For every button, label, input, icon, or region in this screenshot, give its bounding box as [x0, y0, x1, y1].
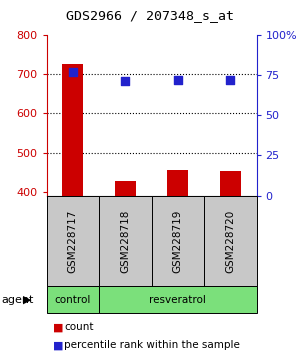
Text: GDS2966 / 207348_s_at: GDS2966 / 207348_s_at	[66, 9, 234, 22]
Text: ■: ■	[52, 322, 63, 332]
Point	[123, 79, 128, 84]
Bar	[115, 181, 136, 196]
Point	[70, 69, 75, 75]
Point	[175, 77, 180, 82]
Bar	[62, 64, 83, 196]
Text: GSM228719: GSM228719	[173, 209, 183, 273]
Text: GSM228718: GSM228718	[120, 209, 130, 273]
Bar	[99, 196, 152, 286]
Bar	[220, 171, 241, 196]
Text: GSM228717: GSM228717	[68, 209, 78, 273]
Bar	[46, 196, 99, 286]
Text: ▶: ▶	[23, 295, 32, 305]
Text: agent: agent	[2, 295, 34, 305]
Bar	[167, 170, 188, 196]
Text: percentile rank within the sample: percentile rank within the sample	[64, 340, 240, 350]
Point	[228, 77, 233, 82]
Text: control: control	[55, 295, 91, 305]
Bar	[204, 196, 256, 286]
Bar	[152, 196, 204, 286]
Text: resveratrol: resveratrol	[149, 295, 206, 305]
Text: count: count	[64, 322, 94, 332]
Bar	[46, 286, 99, 313]
Bar	[99, 286, 256, 313]
Text: ■: ■	[52, 340, 63, 350]
Text: GSM228720: GSM228720	[225, 209, 235, 273]
